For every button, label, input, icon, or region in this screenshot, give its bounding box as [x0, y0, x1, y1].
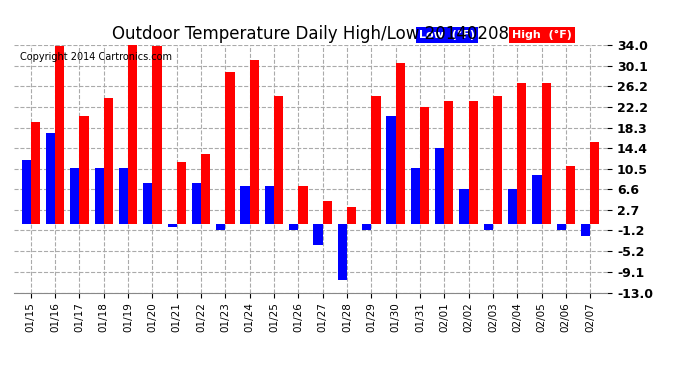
Bar [460, 189, 469, 224]
Bar [250, 60, 259, 224]
Bar [177, 162, 186, 224]
Bar [265, 186, 274, 224]
Bar [70, 168, 79, 224]
Bar [566, 166, 575, 224]
Bar [31, 122, 40, 224]
Bar [411, 168, 420, 224]
Bar [493, 96, 502, 224]
Bar [289, 224, 298, 230]
Bar [590, 142, 600, 224]
Bar [95, 168, 103, 224]
Text: High  (°F): High (°F) [512, 30, 572, 40]
Bar [469, 101, 477, 224]
Bar [532, 174, 542, 224]
Bar [21, 160, 31, 224]
Bar [337, 224, 347, 280]
Title: Outdoor Temperature Daily High/Low 20140208: Outdoor Temperature Daily High/Low 20140… [112, 26, 509, 44]
Bar [55, 46, 64, 224]
Bar [274, 96, 284, 224]
Bar [298, 186, 308, 224]
Bar [128, 37, 137, 224]
Bar [508, 189, 518, 224]
Bar [435, 148, 444, 224]
Bar [420, 107, 429, 224]
Bar [104, 98, 113, 224]
Bar [216, 224, 226, 230]
Bar [518, 84, 526, 224]
Bar [395, 63, 405, 224]
Text: Copyright 2014 Cartronics.com: Copyright 2014 Cartronics.com [20, 53, 172, 62]
Bar [168, 224, 177, 227]
Bar [362, 224, 371, 230]
Bar [46, 134, 55, 224]
Bar [201, 154, 210, 224]
Bar [581, 224, 590, 236]
Bar [484, 224, 493, 230]
Bar [444, 101, 453, 224]
Bar [119, 168, 128, 224]
Bar [386, 116, 395, 224]
Bar [542, 84, 551, 224]
Bar [144, 183, 152, 224]
Text: Low  (°F): Low (°F) [419, 30, 475, 40]
Bar [347, 207, 356, 224]
Bar [152, 46, 161, 224]
Bar [192, 183, 201, 224]
Bar [79, 116, 89, 224]
Bar [323, 201, 332, 224]
Bar [226, 72, 235, 224]
Bar [240, 186, 250, 224]
Bar [371, 96, 381, 224]
Bar [313, 224, 323, 245]
Bar [557, 224, 566, 230]
